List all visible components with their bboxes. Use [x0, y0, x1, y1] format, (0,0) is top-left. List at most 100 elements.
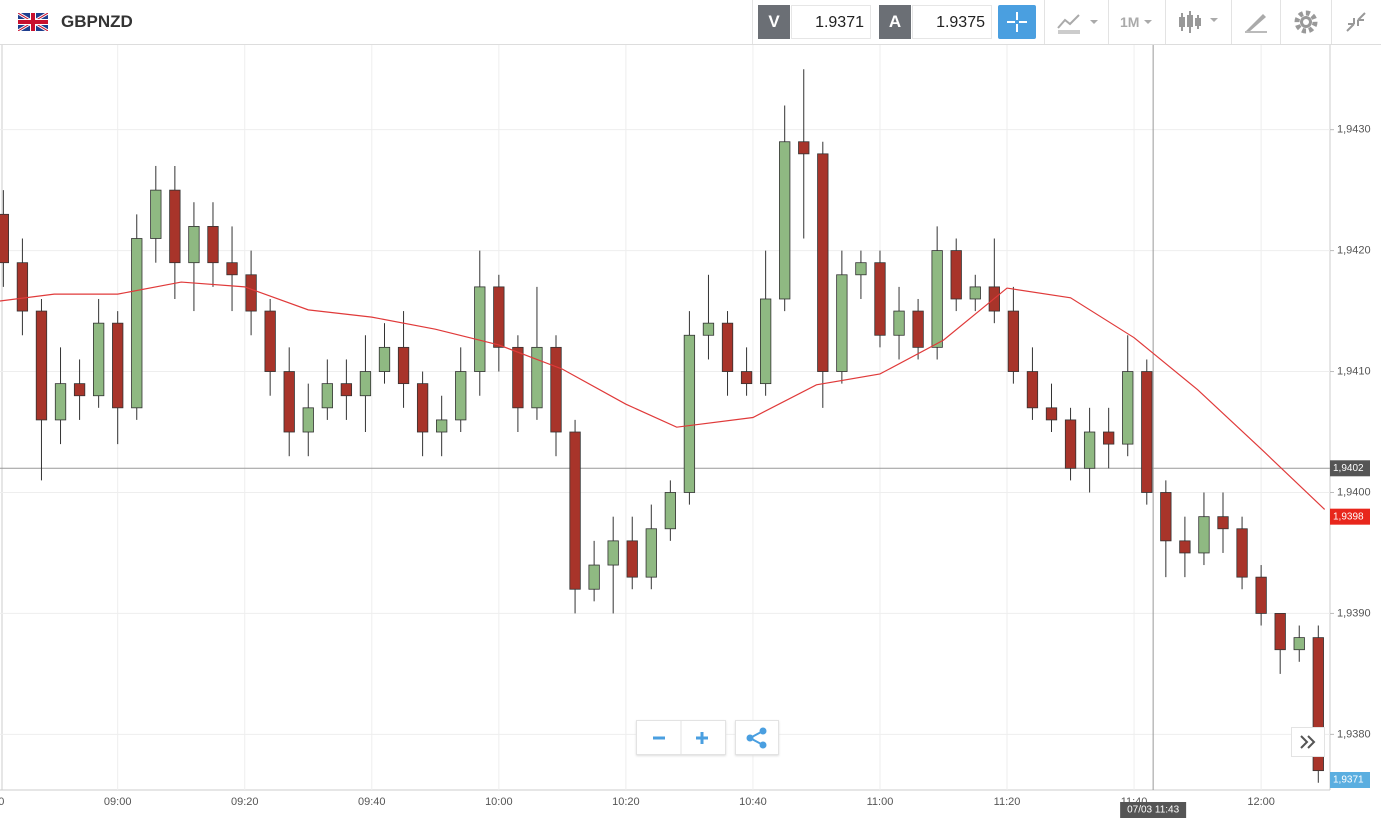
candle-body [436, 419, 448, 433]
candle-body [683, 334, 696, 493]
y-tick-label: 1,9400 [1337, 486, 1371, 498]
candle-body [474, 286, 486, 372]
timeframe: 1M [1120, 14, 1140, 30]
time-badge: 07/03 11:43 [1120, 802, 1187, 818]
candle-body [817, 153, 829, 372]
x-tick-label: 09:40 [358, 796, 386, 808]
candle-body [1141, 371, 1153, 493]
candle-type-button[interactable] [1176, 9, 1224, 35]
candle-body [455, 371, 467, 421]
price-badge-bg [1330, 460, 1370, 477]
chart-type-button[interactable] [1055, 10, 1100, 34]
draw-button[interactable] [1243, 10, 1269, 34]
symbol: GBPNZD [61, 12, 133, 31]
y-tick-label: 1,9380 [1337, 728, 1371, 740]
ask-price: 1.9375 [912, 5, 992, 39]
price-badge: 1,9402 [1330, 460, 1370, 477]
candle-body [1217, 516, 1229, 530]
x-tick-label: 11:00 [867, 796, 894, 808]
candle-body [169, 189, 181, 264]
time-badge-bg [1120, 802, 1187, 818]
x-tick-label: 12:00 [1247, 796, 1275, 808]
candle-body [531, 346, 543, 409]
x-tick-label: 09:00 [104, 796, 132, 808]
candle-body [1198, 516, 1210, 554]
candle-body [798, 141, 810, 155]
candle-body [512, 346, 524, 409]
price-badge-label: 1,9371 [1333, 775, 1364, 786]
candle-body [0, 213, 9, 264]
y-tick-label: 1,9410 [1337, 365, 1371, 377]
candle-body [397, 346, 410, 385]
flag [18, 13, 48, 31]
candle-body [1255, 576, 1267, 614]
candle-body [1122, 371, 1134, 445]
candle-body [1274, 613, 1286, 651]
candle-body [588, 564, 600, 590]
candle-body [73, 383, 86, 397]
x-tick-label: 10:40 [739, 796, 767, 808]
scroll-right-button[interactable] [1291, 727, 1325, 757]
candle-body [931, 250, 943, 348]
candle-body [226, 262, 238, 276]
candle-body [378, 346, 391, 372]
candle-body [1312, 637, 1324, 772]
collapse-button[interactable] [1344, 10, 1368, 34]
candle-body [912, 310, 924, 348]
candle-body [779, 141, 791, 300]
candle-body [645, 528, 657, 578]
price-badge: 1,9371 [1330, 772, 1370, 788]
moving-average [0, 281, 1326, 510]
candle-body [836, 274, 848, 372]
price-badge-bg [1330, 508, 1370, 525]
candle-body [1064, 419, 1077, 469]
candle-body [702, 322, 715, 336]
candle-body [721, 322, 734, 372]
candle-body [321, 383, 333, 409]
candle-body [112, 322, 124, 409]
y-tick-label: 1,9420 [1337, 245, 1371, 257]
price-badge-label: 1,9402 [1333, 463, 1364, 474]
candle-body [493, 286, 505, 348]
chart: 08:40 09:00 09:20 09:40 10:00 10:20 10:40 11:00… [0, 45, 1371, 818]
x-tick-label: 10:00 [485, 796, 513, 808]
bid-button[interactable]: V [758, 5, 790, 39]
candle-body [1007, 310, 1020, 372]
share-button[interactable] [735, 720, 779, 755]
crosshair-button[interactable] [998, 5, 1036, 39]
candle-body [664, 492, 676, 530]
y-tick-label: 1,9390 [1337, 607, 1371, 619]
candle-body [855, 262, 867, 276]
candle-body [150, 189, 162, 239]
candle-body [131, 238, 143, 409]
candle-body [874, 262, 886, 336]
bid-price: 1.9371 [791, 5, 871, 39]
candle-body [16, 262, 29, 312]
candle-body [1045, 407, 1058, 421]
candle-body [359, 371, 372, 397]
x-tick-label: 10:20 [612, 796, 640, 808]
candle-body [1236, 528, 1248, 578]
candle-body [92, 322, 105, 397]
price-badge-label: 1,9398 [1333, 511, 1364, 522]
zoom-controls [636, 720, 726, 755]
candle-body [54, 383, 67, 421]
candle-body [1293, 637, 1305, 651]
x-tick-label: 09:20 [231, 796, 259, 808]
candle-body [969, 286, 981, 300]
toolbar: GBPNZD V 1.9371 A 1.9375 1M [0, 0, 1381, 45]
candle-body [340, 383, 353, 397]
candle-body [740, 371, 753, 385]
zoom-in[interactable] [696, 732, 708, 744]
candle-body [550, 346, 562, 433]
settings-button[interactable] [1293, 9, 1319, 35]
candle-body [188, 226, 200, 264]
ask-button[interactable]: A [879, 5, 911, 39]
candle-body [1179, 540, 1191, 554]
timeframe-button[interactable]: 1M [1120, 14, 1153, 30]
candle-body [1160, 492, 1172, 542]
candle-body [1083, 431, 1096, 469]
x-tick-label: 11:20 [994, 796, 1021, 808]
candle-body [626, 540, 638, 578]
